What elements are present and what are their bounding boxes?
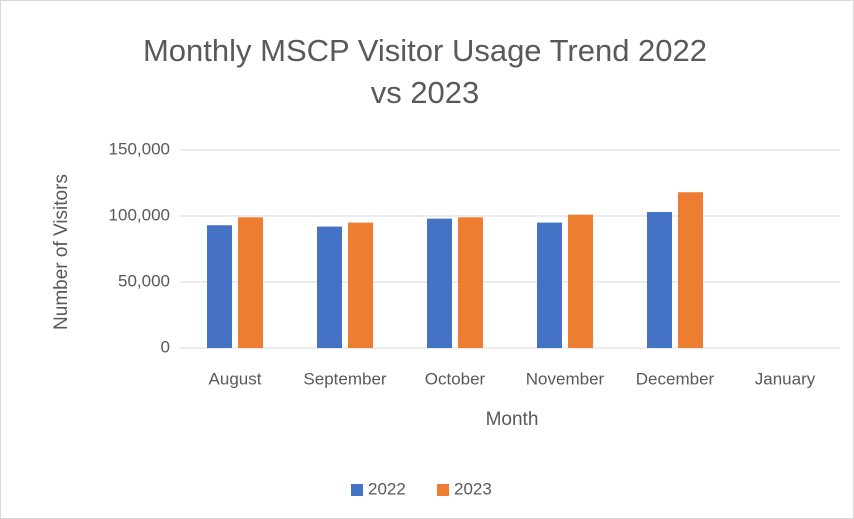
bar: [317, 226, 342, 348]
x-tick-label: November: [526, 369, 605, 388]
bar: [348, 222, 373, 348]
x-tick-label: December: [636, 369, 715, 388]
x-tick-label: September: [303, 369, 386, 388]
bar: [678, 192, 703, 348]
bar: [458, 217, 483, 348]
x-axis-label: Month: [486, 409, 539, 430]
y-tick-label: 100,000: [109, 205, 170, 224]
bar: [207, 225, 232, 348]
y-tick-label: 150,000: [109, 139, 170, 158]
x-tick-label: August: [209, 369, 262, 388]
y-tick-label: 50,000: [118, 271, 170, 290]
x-tick-label: October: [425, 369, 486, 388]
legend-label: 2023: [454, 479, 492, 498]
legend-swatch: [351, 484, 363, 496]
bar: [427, 218, 452, 348]
bar: [238, 217, 263, 348]
y-tick-label: 0: [161, 337, 170, 356]
bar: [568, 214, 593, 348]
x-tick-label: January: [755, 369, 816, 388]
legend-swatch: [437, 484, 449, 496]
bar: [647, 212, 672, 348]
chart-title: Monthly MSCP Visitor Usage Trend 2022 vs…: [142, 33, 708, 110]
y-axis-label: Number of Visitors: [51, 174, 72, 330]
bar: [537, 222, 562, 348]
legend-label: 2022: [368, 479, 406, 498]
